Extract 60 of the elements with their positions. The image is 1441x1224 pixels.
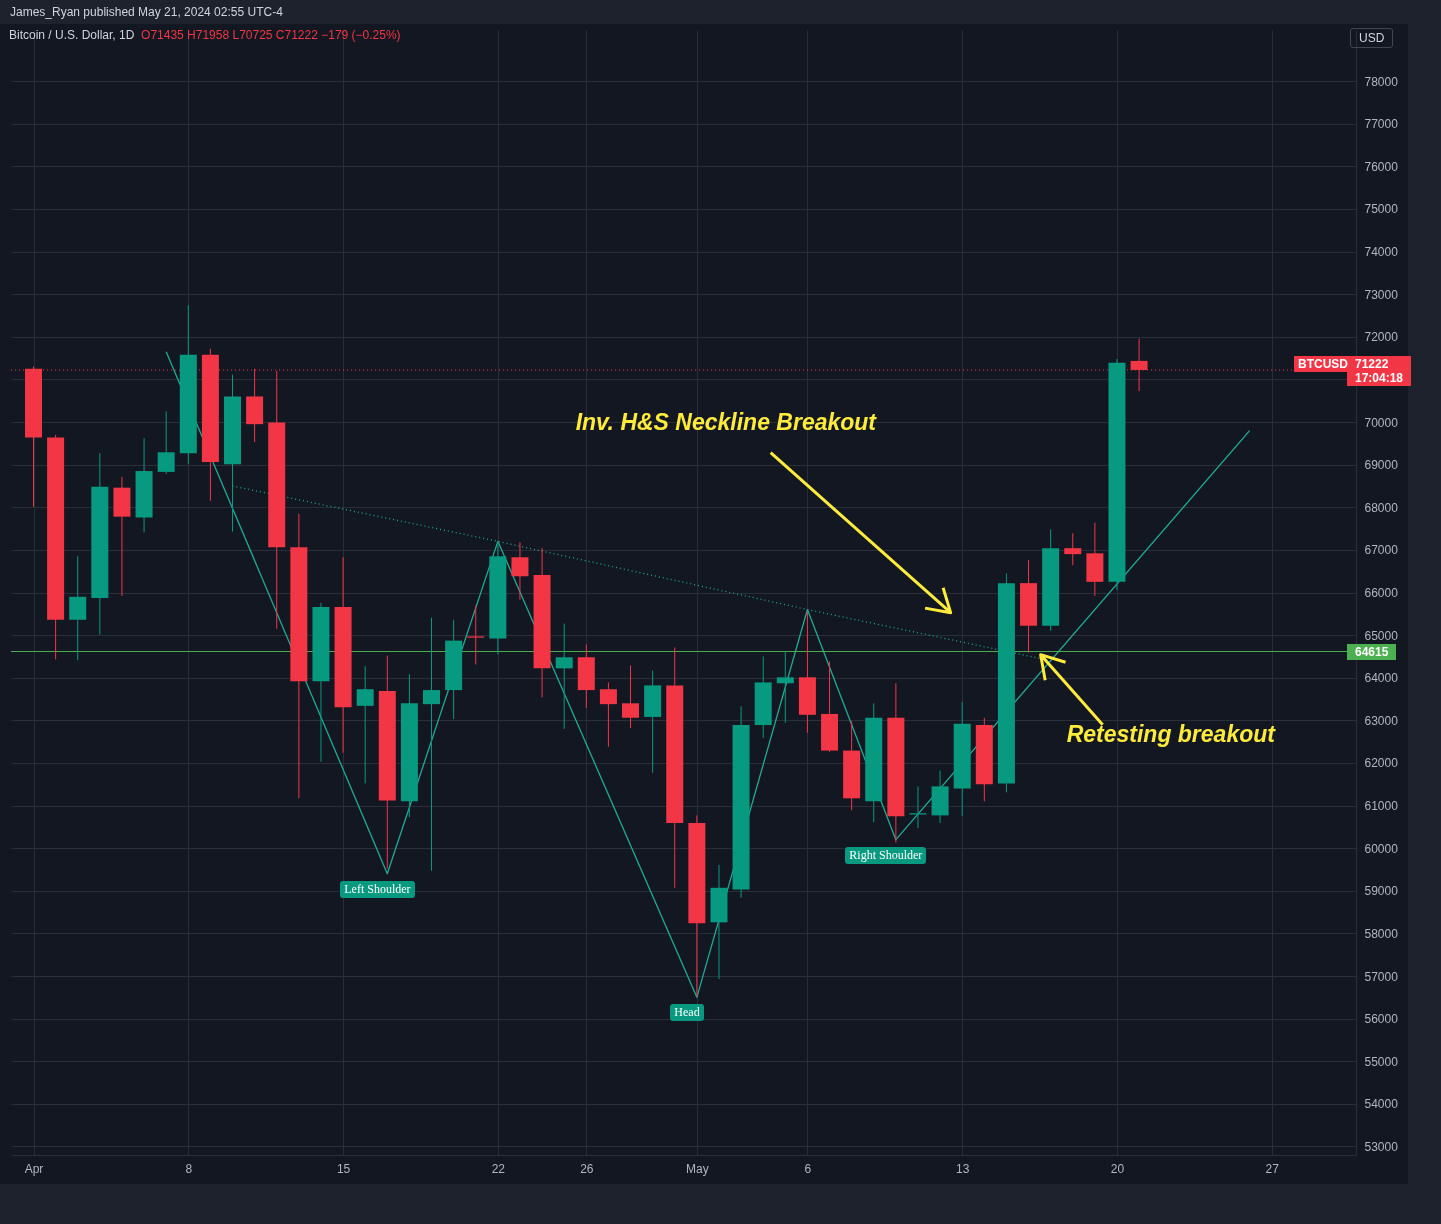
y-tick-label: 76000 (1364, 159, 1399, 174)
x-tick-label: 13 (956, 1161, 970, 1176)
candlestick (1064, 532, 1082, 566)
ref-line-label: 64615 (1347, 643, 1397, 660)
y-tick-label: 66000 (1364, 586, 1399, 600)
x-tick-label: 26 (580, 1161, 594, 1176)
candlestick (423, 617, 441, 872)
candlestick (467, 605, 485, 666)
y-tick-label: 64000 (1364, 671, 1399, 686)
candlestick (69, 555, 87, 661)
y-tick-label: 63000 (1364, 713, 1399, 728)
annotation: Inv. H&S Neckline Breakout (575, 408, 877, 436)
annotation: Left Shoulder (340, 880, 415, 898)
y-tick-label: 74000 (1364, 245, 1399, 260)
y-tick-label: 70000 (1364, 415, 1399, 430)
candlestick (511, 541, 529, 601)
candlestick (555, 623, 573, 730)
annotation: Retesting breakout (1066, 720, 1275, 748)
y-tick-label: 77000 (1364, 117, 1399, 132)
y-tick-label: 69000 (1364, 458, 1399, 473)
candlestick (776, 650, 794, 724)
y-tick-label: 57000 (1364, 969, 1399, 984)
y-tick-label: 65000 (1364, 628, 1399, 643)
y-tick-label: 62000 (1364, 756, 1399, 771)
y-tick-label: 54000 (1364, 1097, 1399, 1112)
y-tick-label: 55000 (1364, 1054, 1399, 1069)
y-tick-label: 75000 (1364, 202, 1399, 217)
y-tick-label: 78000 (1364, 74, 1399, 89)
y-tick-label: 72000 (1364, 330, 1399, 345)
candlestick (909, 785, 927, 829)
y-axis-title: USD (1350, 28, 1394, 48)
x-tick-label: 27 (1265, 1161, 1280, 1176)
y-tick-label: 56000 (1364, 1012, 1399, 1027)
y-tick-label: 61000 (1364, 799, 1399, 814)
candlestick (622, 664, 640, 729)
x-tick-label: 20 (1110, 1161, 1125, 1176)
y-tick-label: 58000 (1364, 926, 1399, 941)
x-tick-label: May (686, 1161, 709, 1176)
x-tick-label: 15 (336, 1161, 351, 1176)
y-tick-label: 67000 (1364, 543, 1399, 558)
x-tick-label: 22 (491, 1161, 506, 1176)
x-tick-label: 8 (185, 1161, 193, 1176)
annotation: Head (670, 1004, 704, 1022)
x-tick-label: 6 (804, 1161, 812, 1176)
annotation: Right Shoulder (845, 846, 927, 864)
x-tick-label: Apr (24, 1161, 44, 1176)
y-tick-label: 53000 (1364, 1139, 1399, 1154)
ref-line-label: 71222 (1355, 356, 1390, 371)
y-tick-label: 59000 (1364, 884, 1399, 899)
text: 17:04:18 (1355, 370, 1404, 385)
y-tick-label: 73000 (1364, 287, 1399, 302)
y-tick-label: 68000 (1364, 500, 1399, 515)
y-tick-label: 60000 (1364, 841, 1399, 856)
chart-title: Bitcoin / U.S. Dollar, 1D (9, 28, 135, 42)
annotation: BTCUSD (1294, 355, 1352, 372)
candlestick (599, 681, 617, 748)
candlestick (157, 410, 175, 475)
candlestick (356, 665, 374, 784)
text: James_Ryan published May 21, 2024 02:55 UTC-4 (9, 4, 284, 21)
annotation: O71435 H71958 L70725 C71222 −179 (−0.25%) (140, 28, 401, 42)
